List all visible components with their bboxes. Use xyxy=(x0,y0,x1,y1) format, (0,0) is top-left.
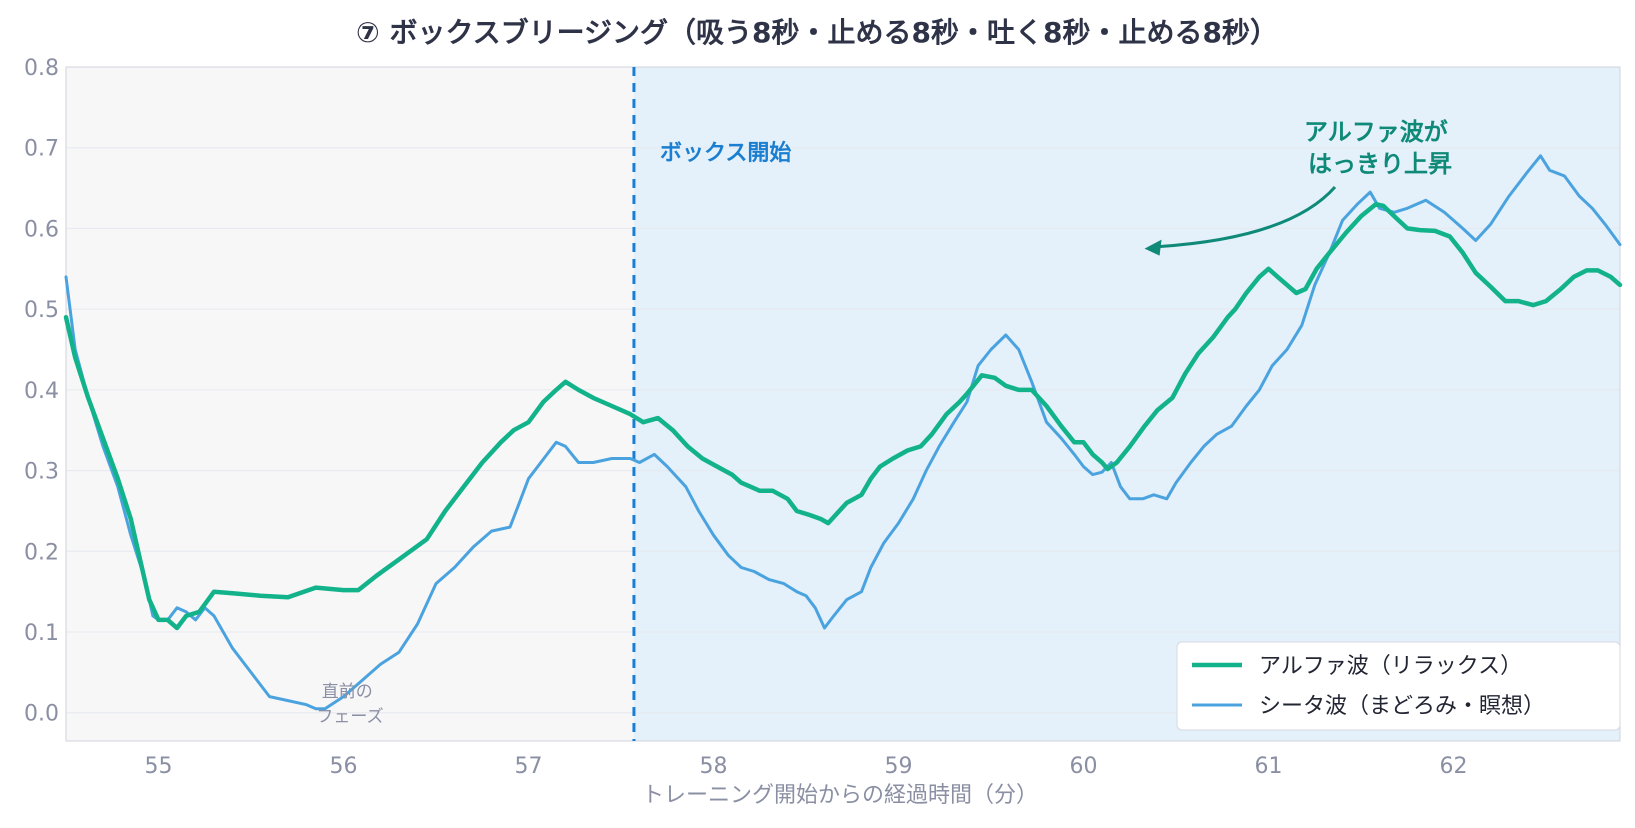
alpha-rise-annotation: アルファ波が はっきり上昇 xyxy=(1304,118,1456,178)
grid xyxy=(66,66,1620,714)
x-axis-label: トレーニング開始からの経過時間（分） xyxy=(642,783,1038,808)
y-tick-label: 0.8 xyxy=(24,56,59,81)
alpha-rise-arrow xyxy=(1158,186,1337,249)
phase-box xyxy=(633,67,1620,741)
phase-previous xyxy=(66,67,634,741)
legend-label-alpha: アルファ波（リラックス） xyxy=(1259,654,1522,679)
x-tick-label: 56 xyxy=(330,754,358,779)
chart-title: ⑦ ボックスブリージング（吸う8秒・止める8秒・吐く8秒・止める8秒） xyxy=(356,16,1278,49)
x-tick-label: 59 xyxy=(885,754,913,779)
y-tick-label: 0.4 xyxy=(24,379,59,404)
previous-phase-annotation: 直前の フェーズ xyxy=(316,682,383,727)
ticks: 55 56 57 58 59 60 61 62 0.0 0.1 0.2 0.3 0.4 0.5 0.6 0.7… xyxy=(24,56,1468,779)
plot-frame xyxy=(65,66,1621,742)
x-tick-label: 58 xyxy=(700,754,728,779)
y-tick-label: 0.1 xyxy=(24,621,59,646)
legend: アルファ波（リラックス） シータ波（まどろみ・瞑想） xyxy=(1176,641,1621,731)
alpha-rise-arrowhead xyxy=(1144,239,1162,256)
x-tick-label: 57 xyxy=(515,754,543,779)
y-tick-label: 0.2 xyxy=(24,540,59,565)
y-tick-label: 0.3 xyxy=(24,460,59,485)
x-tick-label: 61 xyxy=(1255,754,1283,779)
y-tick-label: 0.6 xyxy=(24,217,59,242)
series-line-alpha xyxy=(63,201,1623,631)
x-tick-label: 55 xyxy=(145,754,173,779)
series-line-theta xyxy=(64,154,1622,711)
y-tick-label: 0.7 xyxy=(24,137,59,162)
y-tick-label: 0.5 xyxy=(24,298,59,323)
box-start-annotation: ボックス開始 xyxy=(660,140,791,166)
y-tick-label: 0.0 xyxy=(24,702,59,727)
x-tick-label: 60 xyxy=(1070,754,1098,779)
legend-label-theta: シータ波（まどろみ・瞑想） xyxy=(1259,694,1545,719)
series xyxy=(63,154,1623,711)
x-tick-label: 62 xyxy=(1440,754,1468,779)
legend-box xyxy=(1176,641,1621,731)
